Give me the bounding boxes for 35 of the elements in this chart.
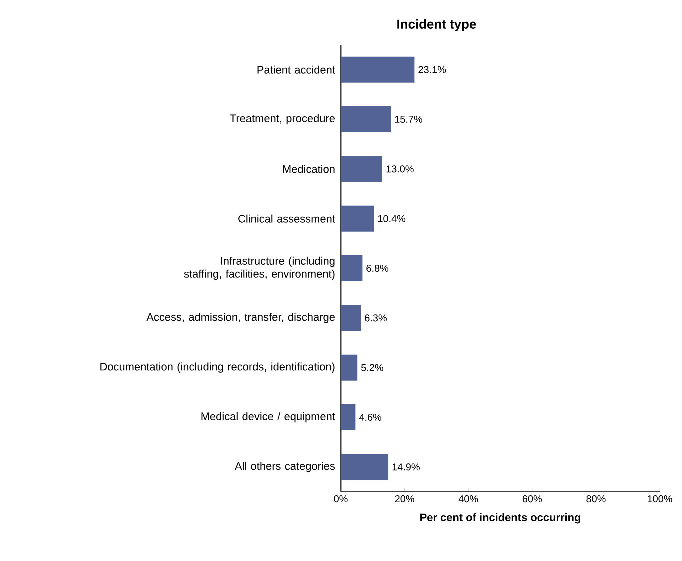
data-label: 6.8% [366,264,389,272]
data-label: 6.3% [365,314,387,322]
data-label: 13.0% [386,166,414,173]
data-label: 23.1% [418,66,446,74]
x-axis-title: Per cent of incidents occurring [420,513,580,524]
x-tick-label: 0% [334,496,348,503]
x-tick-label: 100% [648,496,672,503]
data-label: 15.7% [395,116,423,124]
data-label: 4.6% [359,414,382,422]
bar [341,56,415,83]
chart-title: Incident type [398,19,476,32]
x-tick-label: 60% [522,496,542,503]
y-tick-label: All others categories [234,462,336,472]
bar [341,256,363,282]
y-tick-label: Infrastructure (including staffing, facilities, environment) [184,256,335,280]
data-label: 10.4% [378,215,406,222]
bar [341,106,392,133]
x-tick-label: 20% [395,496,414,503]
bar [341,156,382,182]
y-tick-label: Medication [283,165,335,174]
bar [341,354,358,381]
data-label: 5.2% [362,364,384,372]
bar [341,404,356,431]
y-tick-label: Medical device / equipment [202,412,336,423]
y-tick-label: Patient accident [258,66,336,74]
bar [341,206,374,232]
x-tick-label: 80% [586,496,606,503]
bar [341,305,362,332]
y-tick-label: Documentation (including records, identification) [100,362,335,373]
data-label: 14.9% [392,464,420,471]
x-tick-label: 40% [458,496,478,503]
y-tick-label: Access, admission, transfer, discharge [146,313,335,324]
bar [341,454,389,480]
y-tick-label: Clinical assessment [238,214,336,223]
y-tick-label: Treatment, procedure [230,114,335,125]
